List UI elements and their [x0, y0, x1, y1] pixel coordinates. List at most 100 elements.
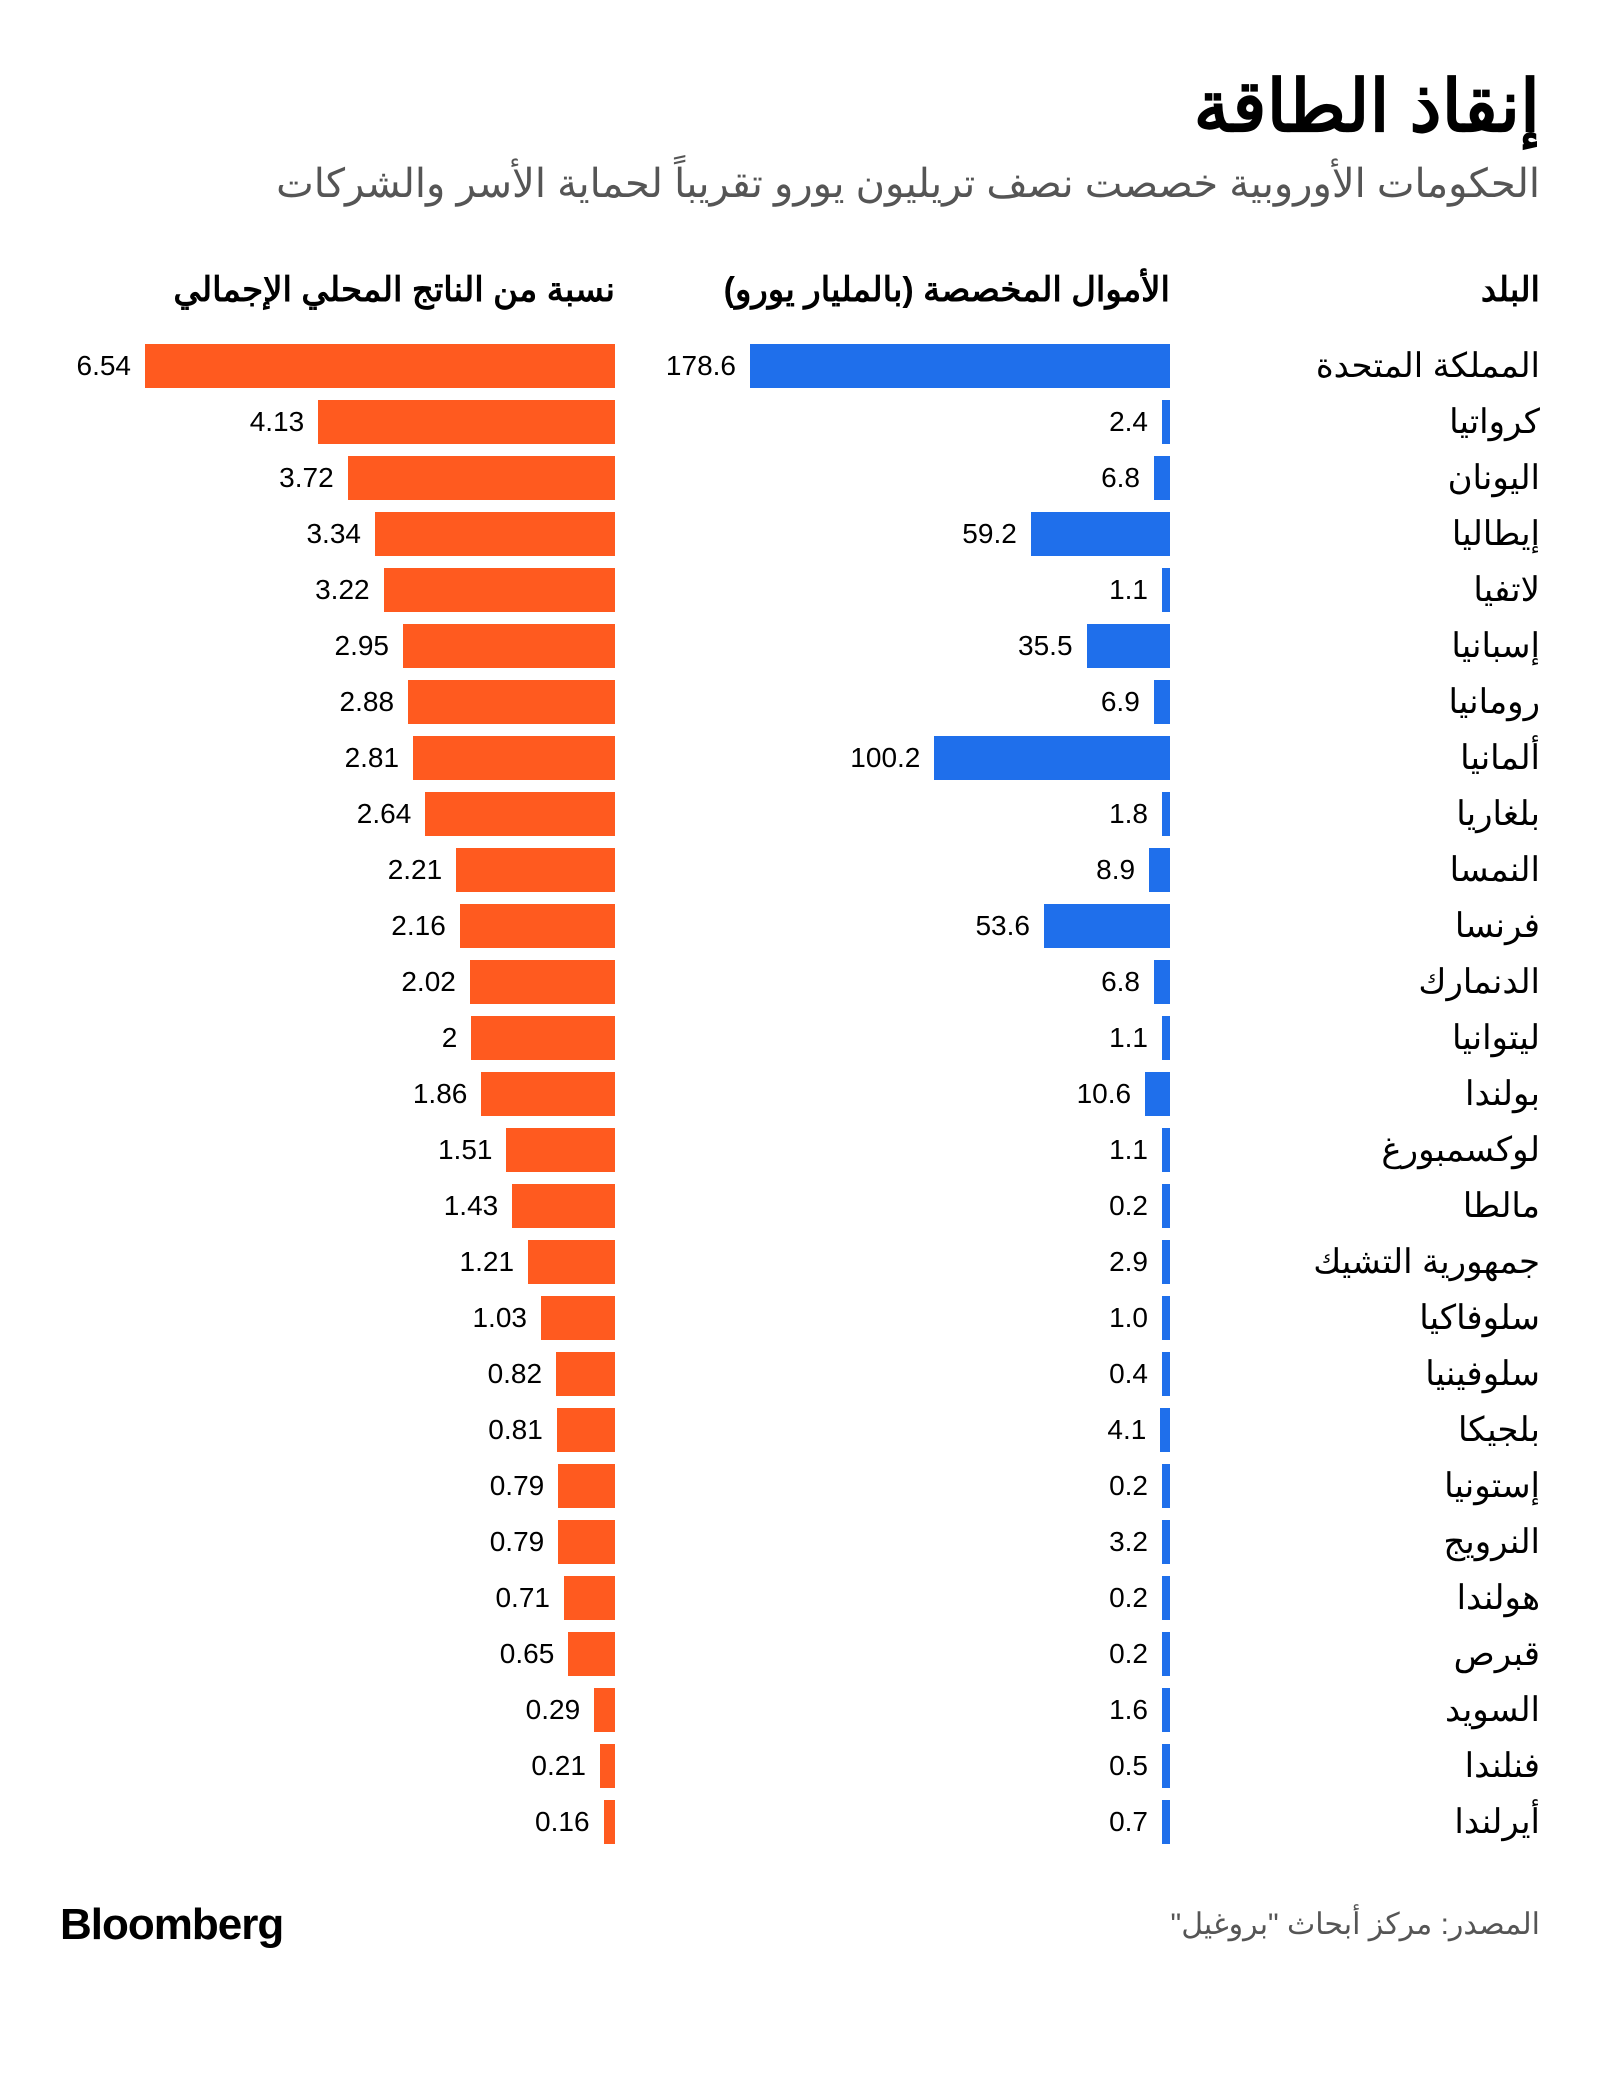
funds-bar	[1162, 1352, 1170, 1396]
country-label: الدنمارك	[1170, 962, 1540, 1002]
funds-bar	[1162, 1184, 1170, 1228]
funds-bar-cell: 10.6	[615, 1066, 1170, 1122]
funds-bar	[1154, 960, 1170, 1004]
funds-bar-cell: 4.1	[615, 1402, 1170, 1458]
gdp-bar	[528, 1240, 615, 1284]
gdp-value: 2.88	[340, 686, 409, 718]
gdp-bar-cell: 0.79	[60, 1514, 615, 1570]
gdp-value: 0.21	[531, 1750, 600, 1782]
gdp-value: 1.51	[438, 1134, 507, 1166]
funds-bar	[1162, 1688, 1170, 1732]
source-text: المصدر: مركز أبحاث "بروغيل"	[1171, 1907, 1540, 1942]
funds-bar	[1162, 1632, 1170, 1676]
funds-bar-cell: 3.2	[615, 1514, 1170, 1570]
funds-value: 178.6	[666, 350, 750, 382]
gdp-bar-cell: 1.86	[60, 1066, 615, 1122]
funds-value: 59.2	[962, 518, 1031, 550]
funds-bar	[1044, 904, 1170, 948]
gdp-bar	[403, 624, 615, 668]
funds-bar-cell: 35.5	[615, 618, 1170, 674]
funds-bar-cell: 1.8	[615, 786, 1170, 842]
funds-value: 6.9	[1101, 686, 1154, 718]
funds-bar-cell: 1.1	[615, 1122, 1170, 1178]
country-label: إسبانيا	[1170, 626, 1540, 666]
table-row: قبرص0.20.65	[60, 1626, 1540, 1682]
funds-bar	[1031, 512, 1170, 556]
gdp-bar-cell: 2.21	[60, 842, 615, 898]
gdp-value: 2.64	[357, 798, 426, 830]
gdp-bar-cell: 2.95	[60, 618, 615, 674]
gdp-bar-cell: 6.54	[60, 338, 615, 394]
table-row: ألمانيا 100.2 2.81	[60, 730, 1540, 786]
gdp-bar-cell: 1.21	[60, 1234, 615, 1290]
gdp-value: 2	[442, 1022, 472, 1054]
funds-bar	[1162, 568, 1170, 612]
table-row: إسبانيا 35.5 2.95	[60, 618, 1540, 674]
funds-bar	[1162, 400, 1170, 444]
funds-bar-cell: 2.4	[615, 394, 1170, 450]
gdp-value: 0.79	[490, 1526, 559, 1558]
gdp-bar-cell: 3.72	[60, 450, 615, 506]
funds-value: 4.1	[1107, 1414, 1160, 1446]
table-row: هولندا0.20.71	[60, 1570, 1540, 1626]
gdp-bar-cell: 0.65	[60, 1626, 615, 1682]
funds-value: 35.5	[1018, 630, 1087, 662]
country-label: بلغاريا	[1170, 794, 1540, 834]
gdp-bar-cell: 2.16	[60, 898, 615, 954]
gdp-value: 1.43	[444, 1190, 513, 1222]
country-label: ليتوانيا	[1170, 1018, 1540, 1058]
gdp-bar-cell: 0.79	[60, 1458, 615, 1514]
table-row: كرواتيا2.44.13	[60, 394, 1540, 450]
table-row: إيطاليا59.23.34	[60, 506, 1540, 562]
table-row: أيرلندا0.70.16	[60, 1794, 1540, 1850]
funds-bar-cell: 0.2	[615, 1570, 1170, 1626]
funds-bar-cell: 1.0	[615, 1290, 1170, 1346]
gdp-bar	[558, 1520, 615, 1564]
gdp-value: 0.81	[488, 1414, 557, 1446]
funds-bar-cell: 2.9	[615, 1234, 1170, 1290]
gdp-value: 0.71	[495, 1582, 564, 1614]
funds-value: 0.2	[1109, 1470, 1162, 1502]
gdp-bar	[594, 1688, 615, 1732]
gdp-bar	[557, 1408, 615, 1452]
funds-bar-cell: 0.4	[615, 1346, 1170, 1402]
gdp-bar	[384, 568, 615, 612]
country-label: مالطا	[1170, 1186, 1540, 1226]
table-row: بلغاريا1.8 2.64	[60, 786, 1540, 842]
country-label: قبرص	[1170, 1634, 1540, 1674]
gdp-value: 2.95	[335, 630, 404, 662]
country-label: إستونيا	[1170, 1466, 1540, 1506]
funds-value: 0.7	[1109, 1806, 1162, 1838]
funds-value: 2.4	[1109, 406, 1162, 438]
funds-value: 0.2	[1109, 1190, 1162, 1222]
funds-value: 10.6	[1077, 1078, 1146, 1110]
funds-value: 1.1	[1109, 1022, 1162, 1054]
country-label: النرويج	[1170, 1522, 1540, 1562]
funds-bar-cell: 6.9	[615, 674, 1170, 730]
funds-bar-cell: 6.8	[615, 450, 1170, 506]
funds-value: 3.2	[1109, 1526, 1162, 1558]
country-label: سلوفينيا	[1170, 1354, 1540, 1394]
country-label: ألمانيا	[1170, 738, 1540, 778]
gdp-bar	[556, 1352, 615, 1396]
gdp-value: 0.65	[500, 1638, 569, 1670]
funds-value: 1.6	[1109, 1694, 1162, 1726]
funds-bar-cell: 1.1	[615, 1010, 1170, 1066]
country-label: سلوفاكيا	[1170, 1298, 1540, 1338]
funds-value: 100.2	[850, 742, 934, 774]
gdp-value: 3.22	[315, 574, 384, 606]
country-label: فنلندا	[1170, 1746, 1540, 1786]
gdp-bar	[318, 400, 615, 444]
funds-bar	[1162, 1520, 1170, 1564]
funds-bar	[1154, 456, 1170, 500]
gdp-bar	[413, 736, 615, 780]
funds-bar-cell: 1.6	[615, 1682, 1170, 1738]
gdp-bar-cell: 2.81	[60, 730, 615, 786]
gdp-bar	[408, 680, 615, 724]
funds-bar	[1162, 1128, 1170, 1172]
table-row: سلوفينيا0.40.82	[60, 1346, 1540, 1402]
gdp-value: 3.34	[306, 518, 375, 550]
table-row: رومانيا6.92.88	[60, 674, 1540, 730]
table-row: إستونيا0.2 0.79	[60, 1458, 1540, 1514]
gdp-value: 2.02	[401, 966, 470, 998]
